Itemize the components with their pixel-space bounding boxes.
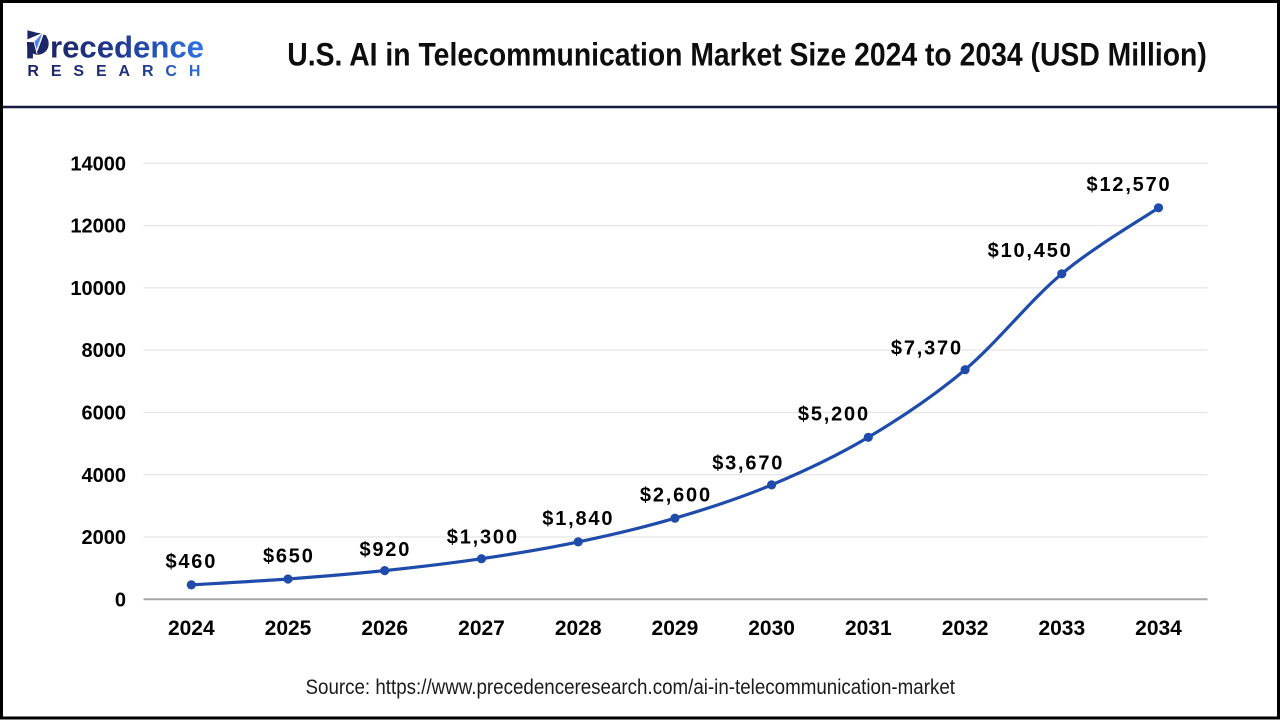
- svg-text:U.S. AI in Telecommunication M: U.S. AI in Telecommunication Market Size…: [287, 37, 1207, 73]
- svg-text:$650: $650: [263, 546, 315, 568]
- svg-text:10000: 10000: [70, 278, 126, 300]
- svg-text:recedence: recedence: [50, 30, 204, 64]
- svg-text:2027: 2027: [458, 617, 505, 640]
- svg-text:$1,300: $1,300: [447, 527, 519, 549]
- svg-text:2030: 2030: [748, 617, 795, 640]
- svg-text:2034: 2034: [1135, 617, 1182, 640]
- svg-text:$12,570: $12,570: [1087, 174, 1172, 196]
- svg-text:2033: 2033: [1038, 617, 1085, 640]
- svg-text:Source: https://www.precedence: Source: https://www.precedenceresearch.c…: [306, 675, 956, 699]
- svg-text:2028: 2028: [555, 617, 602, 640]
- svg-text:2025: 2025: [265, 617, 312, 640]
- svg-text:2029: 2029: [652, 617, 699, 640]
- svg-text:$920: $920: [359, 539, 411, 561]
- svg-text:$3,670: $3,670: [712, 452, 784, 474]
- svg-text:$7,370: $7,370: [891, 337, 963, 359]
- svg-text:0: 0: [115, 589, 126, 611]
- svg-text:8000: 8000: [82, 340, 127, 362]
- svg-text:$5,200: $5,200: [798, 403, 870, 425]
- svg-text:2031: 2031: [845, 617, 892, 640]
- svg-text:$460: $460: [165, 551, 217, 573]
- svg-text:$10,450: $10,450: [988, 240, 1073, 262]
- svg-text:2032: 2032: [942, 617, 989, 640]
- svg-text:2024: 2024: [168, 617, 215, 640]
- svg-text:2000: 2000: [82, 527, 127, 549]
- svg-text:2026: 2026: [361, 617, 408, 640]
- svg-text:4000: 4000: [82, 465, 127, 487]
- svg-text:14000: 14000: [70, 153, 126, 175]
- svg-text:$2,600: $2,600: [640, 485, 712, 507]
- svg-text:6000: 6000: [82, 403, 127, 425]
- svg-text:12000: 12000: [70, 216, 126, 238]
- svg-text:$1,840: $1,840: [542, 508, 614, 530]
